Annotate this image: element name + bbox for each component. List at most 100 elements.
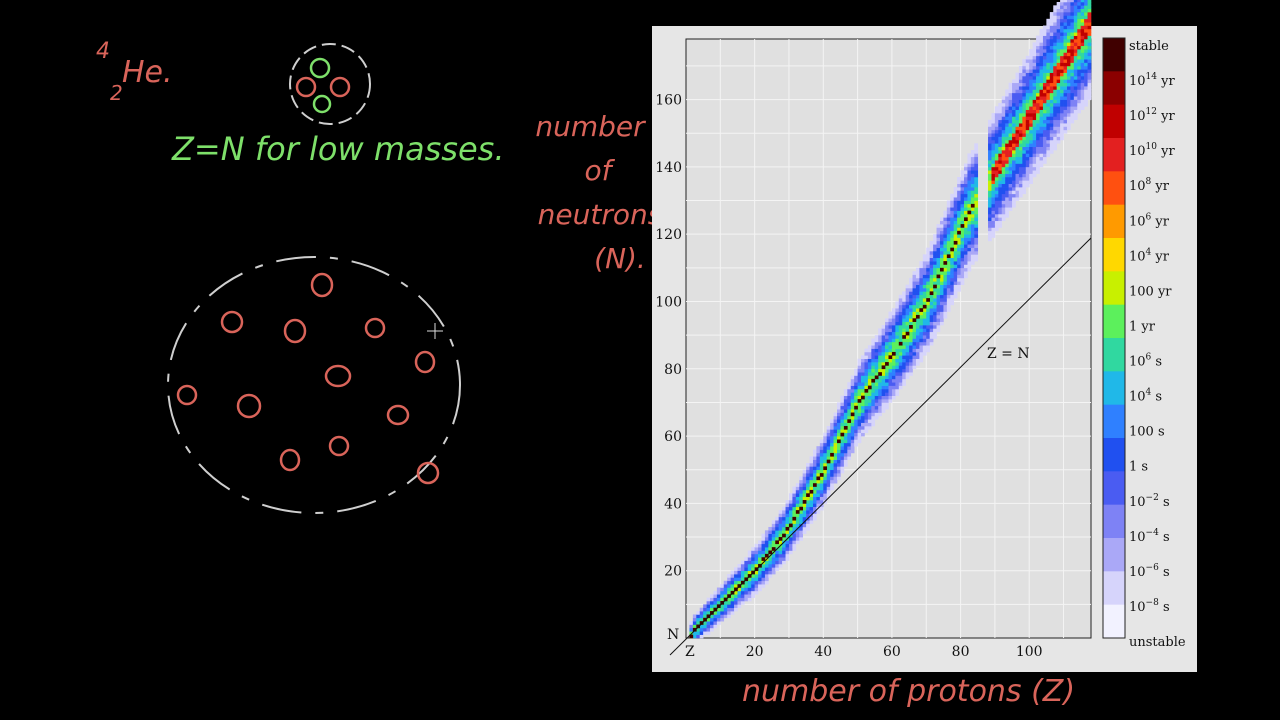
nuclide-cell [1036,119,1040,124]
nuclide-cell [734,590,738,595]
nuclide-cell [1087,65,1092,70]
nuclide-cell [902,325,906,329]
nuclide-cell [967,234,972,238]
nuclide-cell [847,432,852,437]
nuclide-cell [1022,133,1027,137]
nuclide-cell [926,247,930,252]
nuclide-cell [751,553,755,558]
nuclide-cell [734,604,738,609]
nuclide-cell [1066,79,1071,84]
nuclide-cell [898,331,903,336]
nuclide-cell [974,244,979,248]
nuclide-cell [816,510,821,514]
nuclide-cell [939,301,944,306]
nuclide-cell [905,355,910,359]
nuclide-cell [888,348,893,353]
nuclide-cell [998,136,1003,141]
proton-circle [386,404,410,426]
nuclide-cell [857,378,862,383]
nuclide-cell [1070,86,1075,90]
nuclide-cell [1077,42,1082,47]
nuclide-cell [898,375,903,380]
nuclide-cell [1066,109,1071,114]
nuclide-cell [799,516,803,521]
z-equals-n-label: Z = N [987,346,1030,362]
nuclide-cell [1018,86,1023,90]
nuclide-cell [1049,146,1054,151]
nuclide-cell [837,436,841,440]
nuclide-cell [888,382,893,386]
nuclide-cell [905,321,910,326]
nuclide-cell [1056,18,1061,23]
nuclide-cell [1025,146,1030,151]
nuclide-cell [1008,193,1013,198]
nuclide-cell [830,473,834,477]
nuclide-cell [1056,69,1061,73]
nuclide-cell [857,362,862,366]
nuclide-cell [1012,109,1016,114]
nuclide-cell [1008,166,1013,171]
nuclide-cell [957,176,961,181]
nuclide-cell [946,294,951,299]
nuclide-cell [909,355,913,359]
nuclide-cell [706,611,711,615]
nuclide-cell [1060,96,1064,100]
nuclide-cell [1005,193,1009,198]
nuclide-cell [933,267,937,272]
nuclide-cell [792,520,797,524]
nuclide-cell [881,395,886,400]
nuclide-cell [1046,79,1051,84]
nuclide-cell [970,197,975,201]
colorbar-segment [1103,404,1125,439]
nuclide-cell [1070,8,1075,13]
nuclide-cell [994,220,999,225]
nuclide-cell [998,113,1003,117]
nuclide-cell [939,257,944,262]
nuclide-cell [788,537,793,541]
nuclide-cell [1073,49,1078,53]
nuclide-cell [926,257,930,262]
nuclide-cell [1025,176,1030,181]
nuclide-cell [922,288,927,292]
nuclide-cell [998,193,1003,198]
nuclide-cell [1036,113,1040,117]
nuclide-cell [950,257,955,262]
nuclide-cell [891,318,896,322]
nuclide-cell [1066,96,1071,100]
nuclide-cell [816,479,821,484]
nuclide-cell [1060,22,1064,26]
nuclide-cell [998,150,1003,154]
nuclide-cell [929,261,934,265]
nuclide-cell [1066,92,1071,97]
nuclide-cell [1015,126,1020,131]
nuclide-cell [1042,96,1047,100]
nuclide-cell [974,224,979,228]
nuclide-cell [847,399,852,403]
nuclide-cell [878,335,882,339]
nuclide-cell [785,523,790,528]
nuclide-cell [1015,173,1020,178]
nuclide-cell [710,594,714,598]
nuclide-cell [871,409,876,413]
nuclide-cell [964,163,968,168]
nuclide-cell [905,335,910,339]
nuclide-cell [758,553,762,558]
nuclide-cell [843,405,848,410]
nuclide-cell [874,372,879,376]
nuclide-cell [943,224,948,228]
nuclide-cell [1012,126,1016,131]
nuclide-cell [998,102,1003,107]
nuclide-cell [1032,139,1037,144]
nuclide-cell [847,395,852,400]
nuclide-cell [833,419,838,423]
nuclide-cell [946,240,951,245]
nuclide-cell [998,176,1003,181]
nuclide-cell [939,311,944,316]
nuclide-cell [761,537,766,541]
stable-nuclide [847,419,852,423]
nuclide-cell [864,368,869,373]
nuclide-cell [864,422,869,427]
nuclide-cell [1025,180,1030,185]
nuclide-cell [1001,139,1006,144]
nuclide-cell [716,611,721,615]
